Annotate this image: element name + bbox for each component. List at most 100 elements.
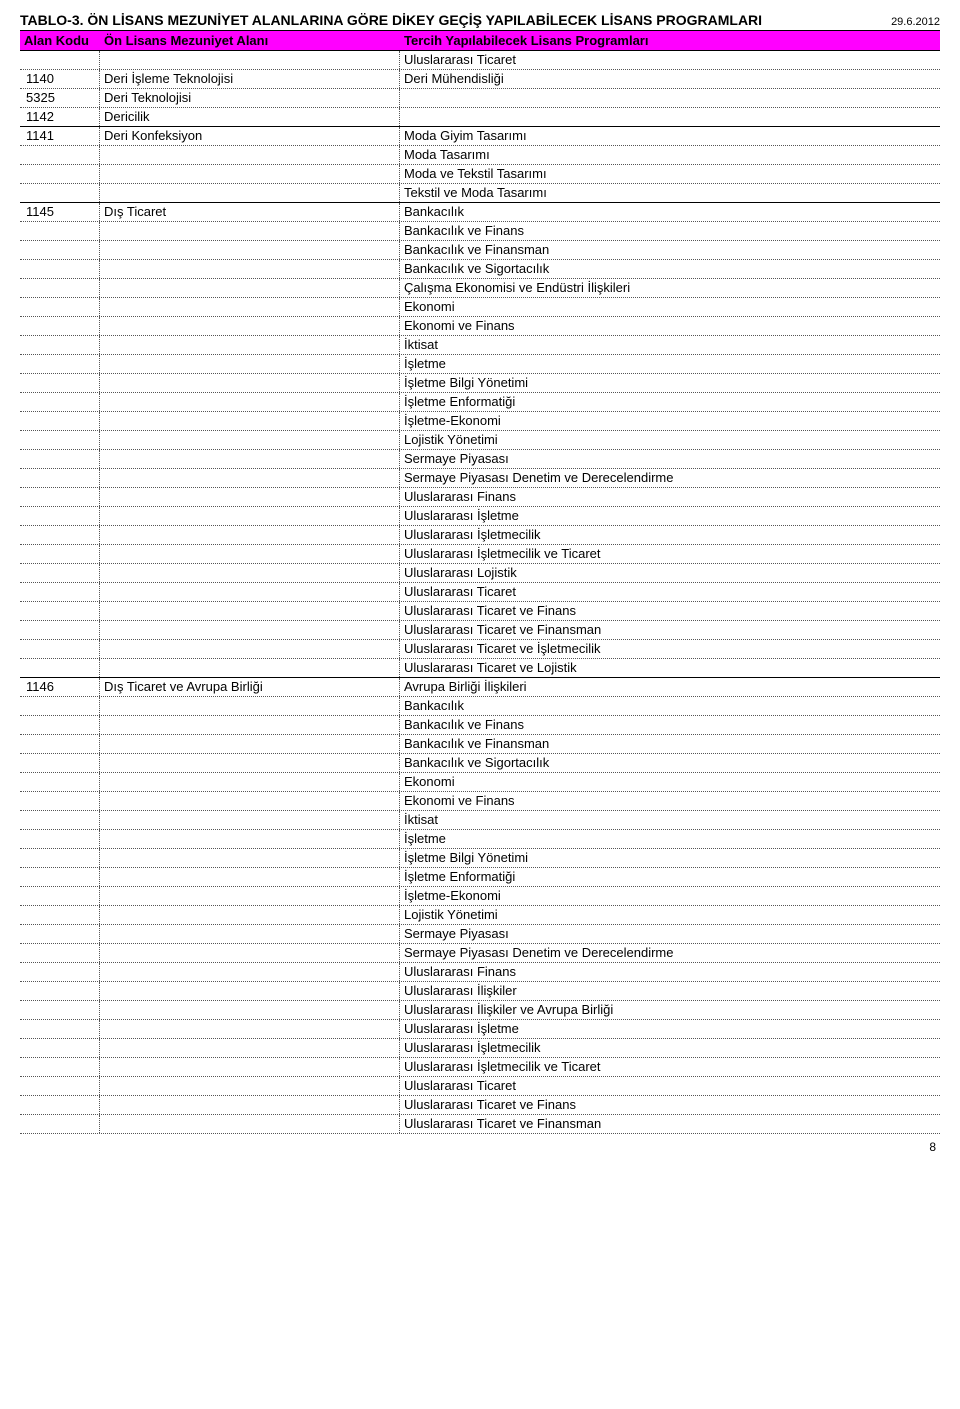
cell-alan bbox=[100, 1115, 400, 1133]
cell-prog: Bankacılık ve Finansman bbox=[400, 735, 940, 753]
table-row: İşletme bbox=[20, 355, 940, 374]
cell-prog: İktisat bbox=[400, 811, 940, 829]
cell-kod bbox=[20, 849, 100, 867]
cell-prog bbox=[400, 108, 940, 126]
cell-alan bbox=[100, 450, 400, 468]
cell-kod bbox=[20, 545, 100, 563]
cell-prog: Uluslararası İlişkiler bbox=[400, 982, 940, 1000]
table-row: Uluslararası İşletmecilik bbox=[20, 526, 940, 545]
cell-kod bbox=[20, 355, 100, 373]
cell-prog: Sermaye Piyasası Denetim ve Derecelendir… bbox=[400, 944, 940, 962]
cell-prog: Uluslararası Ticaret ve Finans bbox=[400, 1096, 940, 1114]
cell-alan bbox=[100, 1096, 400, 1114]
cell-kod bbox=[20, 317, 100, 335]
cell-alan bbox=[100, 925, 400, 943]
cell-alan bbox=[100, 773, 400, 791]
table-row: 5325Deri Teknolojisi bbox=[20, 89, 940, 108]
cell-kod bbox=[20, 906, 100, 924]
cell-kod bbox=[20, 241, 100, 259]
cell-alan bbox=[100, 545, 400, 563]
table-row: İşletme Bilgi Yönetimi bbox=[20, 374, 940, 393]
cell-kod bbox=[20, 431, 100, 449]
cell-prog: İşletme Bilgi Yönetimi bbox=[400, 849, 940, 867]
cell-kod bbox=[20, 51, 100, 69]
cell-prog: Çalışma Ekonomisi ve Endüstri İlişkileri bbox=[400, 279, 940, 297]
cell-prog: Uluslararası Ticaret ve Finans bbox=[400, 602, 940, 620]
cell-prog: İktisat bbox=[400, 336, 940, 354]
table-row: İşletme-Ekonomi bbox=[20, 412, 940, 431]
cell-prog: Ekonomi bbox=[400, 298, 940, 316]
cell-alan bbox=[100, 564, 400, 582]
cell-alan bbox=[100, 1039, 400, 1057]
table-row: Sermaye Piyasası bbox=[20, 450, 940, 469]
cell-prog: Tekstil ve Moda Tasarımı bbox=[400, 184, 940, 202]
cell-prog: İşletme bbox=[400, 355, 940, 373]
cell-prog: Moda Tasarımı bbox=[400, 146, 940, 164]
cell-kod bbox=[20, 450, 100, 468]
cell-prog: Lojistik Yönetimi bbox=[400, 906, 940, 924]
cell-alan bbox=[100, 1020, 400, 1038]
cell-prog: Uluslararası İşletmecilik ve Ticaret bbox=[400, 545, 940, 563]
cell-alan bbox=[100, 488, 400, 506]
cell-kod bbox=[20, 659, 100, 677]
table-row: İşletme Enformatiği bbox=[20, 868, 940, 887]
cell-kod bbox=[20, 982, 100, 1000]
table-row: 1145Dış TicaretBankacılık bbox=[20, 203, 940, 222]
cell-kod: 1141 bbox=[20, 127, 100, 145]
cell-kod bbox=[20, 754, 100, 772]
header-on-lisans: Ön Lisans Mezuniyet Alanı bbox=[100, 33, 400, 48]
cell-alan bbox=[100, 811, 400, 829]
table-row: İktisat bbox=[20, 336, 940, 355]
cell-prog: Uluslararası Ticaret bbox=[400, 51, 940, 69]
table-row: Uluslararası Ticaret ve Finans bbox=[20, 1096, 940, 1115]
cell-alan bbox=[100, 165, 400, 183]
cell-alan bbox=[100, 355, 400, 373]
cell-kod bbox=[20, 887, 100, 905]
cell-kod bbox=[20, 583, 100, 601]
cell-kod bbox=[20, 507, 100, 525]
table-row: Sermaye Piyasası Denetim ve Derecelendir… bbox=[20, 469, 940, 488]
table-row: Ekonomi ve Finans bbox=[20, 792, 940, 811]
table-row: Lojistik Yönetimi bbox=[20, 906, 940, 925]
cell-alan: Deri İşleme Teknolojisi bbox=[100, 70, 400, 88]
cell-kod bbox=[20, 602, 100, 620]
cell-prog: Ekonomi bbox=[400, 773, 940, 791]
cell-prog: İşletme bbox=[400, 830, 940, 848]
table-row: Uluslararası Ticaret ve Finansman bbox=[20, 1115, 940, 1134]
table-row: Uluslararası İlişkiler ve Avrupa Birliği bbox=[20, 1001, 940, 1020]
cell-kod bbox=[20, 469, 100, 487]
table-row: Ekonomi bbox=[20, 298, 940, 317]
table-row: Uluslararası Lojistik bbox=[20, 564, 940, 583]
cell-alan bbox=[100, 393, 400, 411]
table-row: Uluslararası Ticaret bbox=[20, 1077, 940, 1096]
cell-prog: Uluslararası Finans bbox=[400, 963, 940, 981]
cell-alan bbox=[100, 1077, 400, 1095]
cell-alan: Dış Ticaret bbox=[100, 203, 400, 221]
cell-prog: Bankacılık ve Finansman bbox=[400, 241, 940, 259]
cell-prog: Uluslararası Finans bbox=[400, 488, 940, 506]
cell-alan bbox=[100, 184, 400, 202]
cell-prog bbox=[400, 89, 940, 107]
cell-prog: Uluslararası İşletmecilik bbox=[400, 1039, 940, 1057]
cell-kod bbox=[20, 260, 100, 278]
table-row: Uluslararası İşletmecilik ve Ticaret bbox=[20, 545, 940, 564]
cell-alan bbox=[100, 279, 400, 297]
cell-alan bbox=[100, 146, 400, 164]
cell-alan bbox=[100, 583, 400, 601]
cell-prog: Sermaye Piyasası Denetim ve Derecelendir… bbox=[400, 469, 940, 487]
cell-alan bbox=[100, 602, 400, 620]
cell-prog: İşletme Enformatiği bbox=[400, 393, 940, 411]
cell-prog: Ekonomi ve Finans bbox=[400, 317, 940, 335]
cell-prog: Uluslararası Lojistik bbox=[400, 564, 940, 582]
cell-kod bbox=[20, 1020, 100, 1038]
cell-prog: Bankacılık bbox=[400, 697, 940, 715]
table-row: Uluslararası Finans bbox=[20, 488, 940, 507]
cell-alan bbox=[100, 906, 400, 924]
cell-alan bbox=[100, 51, 400, 69]
table-body: Uluslararası Ticaret1140Deri İşleme Tekn… bbox=[20, 51, 940, 1134]
cell-alan bbox=[100, 507, 400, 525]
table-row: Moda Tasarımı bbox=[20, 146, 940, 165]
cell-kod bbox=[20, 811, 100, 829]
cell-prog: Bankacılık ve Finans bbox=[400, 222, 940, 240]
cell-prog: İşletme-Ekonomi bbox=[400, 887, 940, 905]
